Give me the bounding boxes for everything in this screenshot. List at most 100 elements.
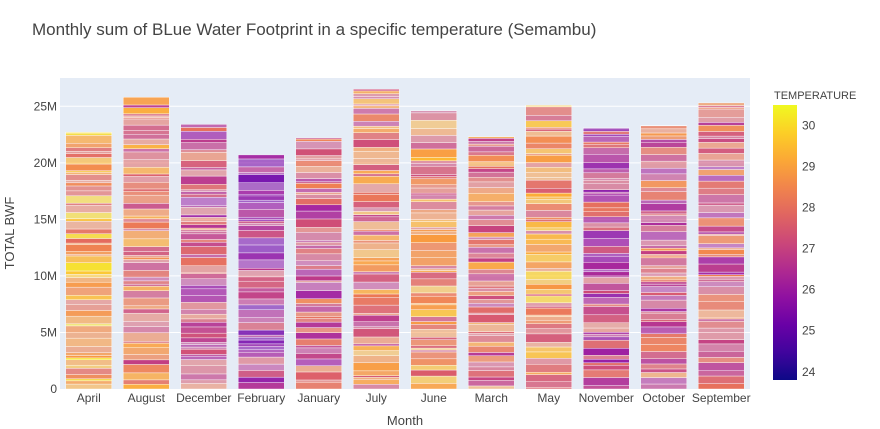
bar-segment (698, 169, 745, 176)
bar-segment (468, 247, 515, 254)
bar-segment (410, 321, 457, 325)
bar-segment (180, 313, 227, 320)
bar[interactable] (583, 127, 630, 390)
bar-segment (410, 265, 457, 269)
bar-segment (295, 316, 342, 319)
bar-segment (698, 274, 745, 277)
bar-segment (583, 283, 630, 291)
bar-segment (180, 342, 227, 345)
bar-segment (525, 244, 572, 253)
bar-segment (238, 158, 285, 168)
bar-segment (180, 379, 227, 384)
bar-segment (525, 387, 572, 390)
bar-segment (238, 280, 285, 289)
bar-segment (353, 264, 400, 272)
bar-segment (698, 142, 745, 149)
bar-segment (468, 314, 515, 323)
bar-segment (468, 261, 515, 270)
bar-segment (65, 332, 112, 339)
bar-segment (640, 167, 687, 175)
bar-segment (238, 337, 285, 341)
bar-segment (410, 178, 457, 185)
bar-segment (640, 245, 687, 249)
bar-segment (525, 293, 572, 297)
bar-segment (180, 373, 227, 381)
bar[interactable] (640, 125, 687, 390)
bar-segment (640, 368, 687, 373)
bar-segment (583, 262, 630, 270)
bar-segment (295, 303, 342, 307)
bar-segment (525, 364, 572, 373)
bar[interactable] (410, 110, 457, 390)
bar-segment (123, 280, 170, 285)
bar[interactable] (180, 124, 227, 390)
bar-segment (698, 357, 745, 363)
bar-segment (525, 120, 572, 128)
bar-segment (698, 194, 745, 204)
bar-segment (353, 201, 400, 209)
bar-segment (410, 351, 457, 360)
bar-segment (583, 195, 630, 203)
bar-segment (698, 339, 745, 345)
bar[interactable] (123, 97, 170, 390)
bar[interactable] (353, 89, 400, 390)
bar-segment (238, 268, 285, 271)
bar-segment (123, 364, 170, 374)
bar-segment (583, 268, 630, 273)
bar-segment (640, 125, 687, 130)
bar[interactable] (65, 132, 112, 390)
bar-segment (180, 127, 227, 132)
bar-segment (65, 295, 112, 300)
colorbar-tick-label: 25 (802, 324, 816, 338)
bar-segment (295, 188, 342, 193)
bar-segment (65, 255, 112, 263)
bar-segment (65, 233, 112, 239)
bar-segment (640, 295, 687, 301)
bar-segment (583, 201, 630, 209)
bar-segment (583, 222, 630, 228)
bar-segment (698, 278, 745, 282)
x-tick-label: April (77, 391, 101, 405)
bar-segment (525, 115, 572, 122)
bar-segment (525, 279, 572, 285)
bar-segment (123, 107, 170, 115)
y-tick-label: 25M (34, 99, 57, 113)
bar[interactable] (468, 136, 515, 390)
bar-segment (468, 177, 515, 183)
bar[interactable] (698, 102, 745, 390)
bar-segment (65, 359, 112, 366)
bar-segment (295, 345, 342, 349)
bar-segment (468, 252, 515, 259)
bar-segment (468, 335, 515, 343)
bar-segment (410, 234, 457, 243)
bar-segment (295, 231, 342, 241)
bar-segment (353, 128, 400, 133)
bar-segment (525, 217, 572, 220)
bar-segment (698, 225, 745, 233)
bar[interactable] (295, 137, 342, 390)
bar-segment (698, 108, 745, 118)
bar-segment (583, 359, 630, 364)
bar-segment (65, 286, 112, 296)
bar-segment (123, 354, 170, 361)
bar-segment (640, 248, 687, 252)
bar-segment (583, 178, 630, 181)
bar-segment (525, 199, 572, 204)
bar-segment (468, 166, 515, 169)
y-tick-label: 15M (34, 212, 57, 226)
bar-segment (468, 366, 515, 371)
bar[interactable] (525, 104, 572, 390)
bar-segment (525, 218, 572, 222)
bar-segment (698, 243, 745, 249)
bar-segment (295, 141, 342, 150)
bar-segment (640, 239, 687, 247)
bar-segment (65, 151, 112, 154)
bar[interactable] (238, 154, 285, 390)
bar-segment (295, 290, 342, 299)
bar-segment (123, 305, 170, 310)
bar-segment (180, 233, 227, 240)
bar-segment (123, 104, 170, 108)
bar-segment (180, 273, 227, 279)
bar-segment (525, 135, 572, 144)
bar-segment (295, 311, 342, 317)
